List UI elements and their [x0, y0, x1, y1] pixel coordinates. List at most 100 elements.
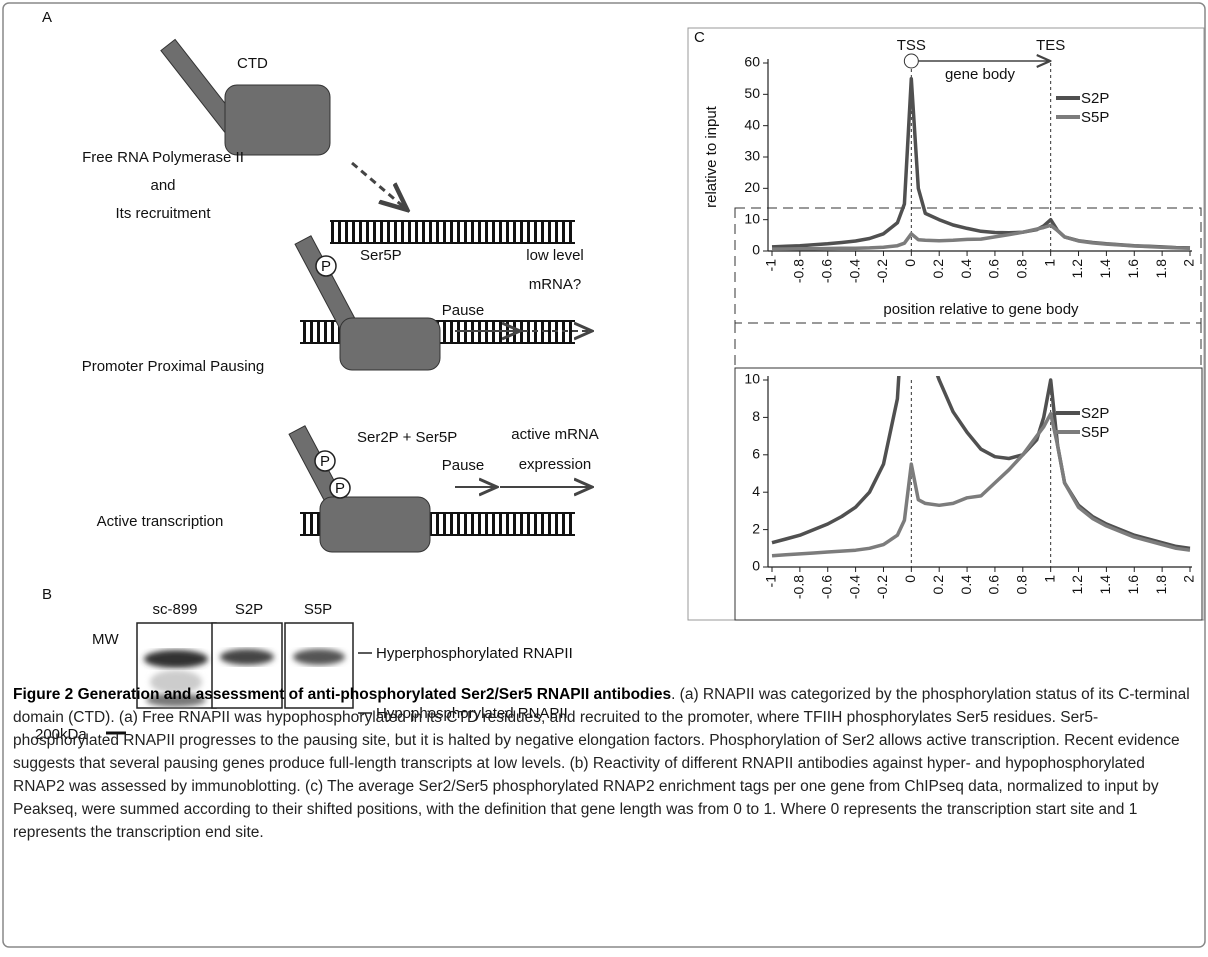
legend-label: S2P [1081, 405, 1109, 422]
panel-label: B [42, 586, 52, 603]
x-tick-label: -0.2 [874, 259, 890, 283]
y-tick-label: 50 [744, 85, 760, 101]
x-tick-label: -1 [763, 575, 779, 588]
x-tick-label: 0.2 [930, 259, 946, 279]
annotation: TES [1036, 37, 1065, 54]
step-label: Its recruitment [115, 205, 211, 222]
x-tick-label: -0.8 [791, 259, 807, 283]
y-tick-label: 10 [744, 371, 760, 387]
ser5p-label: Ser5P [360, 247, 402, 264]
y-tick-label: 10 [744, 210, 760, 226]
x-tick-label: 0.4 [958, 575, 974, 595]
lane-label: S2P [235, 601, 263, 618]
x-tick-label: 1 [1041, 575, 1057, 583]
y-tick-label: 2 [752, 520, 760, 536]
y-tick-label: 8 [752, 408, 760, 424]
x-tick-label: 0.2 [930, 575, 946, 595]
phospho-circle [314, 450, 336, 472]
active-mrna-label: active mRNA [511, 426, 599, 443]
x-tick-label: -0.4 [846, 575, 862, 599]
y-tick-label: 4 [752, 483, 760, 499]
x-tick-label: 1 [1041, 259, 1057, 267]
legend-label: S5P [1081, 424, 1109, 441]
x-tick-label: 1.2 [1069, 259, 1085, 279]
y-tick-label: 60 [744, 54, 760, 70]
y-tick-label: 20 [744, 179, 760, 195]
x-tick-label: 1.4 [1097, 575, 1113, 595]
x-tick-label: -1 [763, 259, 779, 272]
phospho-circle [329, 477, 351, 499]
x-tick-label: 0.4 [958, 259, 974, 279]
legend-label: S5P [1081, 109, 1109, 126]
pause-label: Pause [442, 457, 485, 474]
marker-label: 200kDa [35, 726, 87, 743]
x-tick-label: 1.6 [1125, 259, 1141, 279]
step-label: Free RNA Polymerase II [82, 149, 244, 166]
step-label: and [150, 177, 175, 194]
band-label: Hyperphosphorylated RNAPII [376, 645, 573, 662]
step-label: Active transcription [97, 513, 224, 530]
caption-label: Figure 2 [13, 686, 74, 703]
x-tick-label: 1.6 [1125, 575, 1141, 595]
x-tick-label: -0.6 [818, 259, 834, 283]
x-tick-label: 2 [1181, 259, 1197, 267]
phospho-label: P [335, 480, 345, 497]
x-tick-label: 1.8 [1153, 259, 1169, 279]
caption-title: Generation and assessment of anti-phosph… [77, 686, 672, 703]
polymerase [224, 84, 331, 156]
x-tick-label: -0.8 [791, 575, 807, 599]
lane-label: sc-899 [152, 601, 197, 618]
band-label: Hypophosphorylated RNAPII [376, 705, 568, 722]
dna [330, 220, 575, 244]
recruit-arrow [351, 161, 405, 208]
phospho-label: P [321, 258, 331, 275]
y-tick-label: 0 [752, 242, 760, 258]
x-tick-label: 0.6 [986, 575, 1002, 595]
x-tick-label: 2 [1181, 575, 1197, 583]
polymerase [339, 317, 441, 371]
ctd-label: CTD [237, 55, 268, 72]
low-level-label: low level [526, 247, 584, 264]
annotation: gene body [945, 66, 1016, 83]
x-tick-label: -0.2 [874, 575, 890, 599]
y-tick-label: 0 [752, 558, 760, 574]
zoom-box [734, 207, 1202, 324]
series-line [771, 376, 1191, 551]
legend-label: S2P [1081, 90, 1109, 107]
x-tick-label: -0.4 [846, 259, 862, 283]
blot [136, 622, 354, 709]
y-axis-title: relative to input [703, 105, 720, 208]
step-label: Promoter Proximal Pausing [82, 358, 265, 375]
caption: Figure 2 Generation and assessment of an… [13, 683, 1195, 844]
ser2p-ser5p-label: Ser2P + Ser5P [357, 429, 457, 446]
x-tick-label: 0 [902, 259, 918, 267]
x-tick-label: 0.6 [986, 259, 1002, 279]
y-tick-label: 40 [744, 116, 760, 132]
lane-label: S5P [304, 601, 332, 618]
x-axis-title: position relative to gene body [883, 301, 1079, 318]
y-tick-label: 6 [752, 446, 760, 462]
x-tick-label: 0.8 [1014, 259, 1030, 279]
x-tick-label: 0 [902, 575, 918, 583]
annotation: TSS [897, 37, 926, 54]
series-line [771, 76, 1191, 250]
y-tick-label: 30 [744, 148, 760, 164]
phospho-circle [315, 255, 337, 277]
x-tick-label: 0.8 [1014, 575, 1030, 595]
mw-label: MW [92, 631, 119, 648]
zoom-panel [734, 367, 1203, 621]
polymerase [319, 496, 431, 553]
series-line [771, 411, 1191, 558]
series-line [771, 223, 1191, 251]
pause-label: Pause [442, 302, 485, 319]
tss-circle [903, 53, 919, 69]
panel-label: A [42, 9, 52, 26]
x-tick-label: 1.8 [1153, 575, 1169, 595]
x-tick-label: 1.4 [1097, 259, 1113, 279]
x-tick-label: -0.6 [818, 575, 834, 599]
low-level-label: mRNA? [529, 276, 582, 293]
x-tick-label: 1.2 [1069, 575, 1085, 595]
phospho-label: P [320, 453, 330, 470]
